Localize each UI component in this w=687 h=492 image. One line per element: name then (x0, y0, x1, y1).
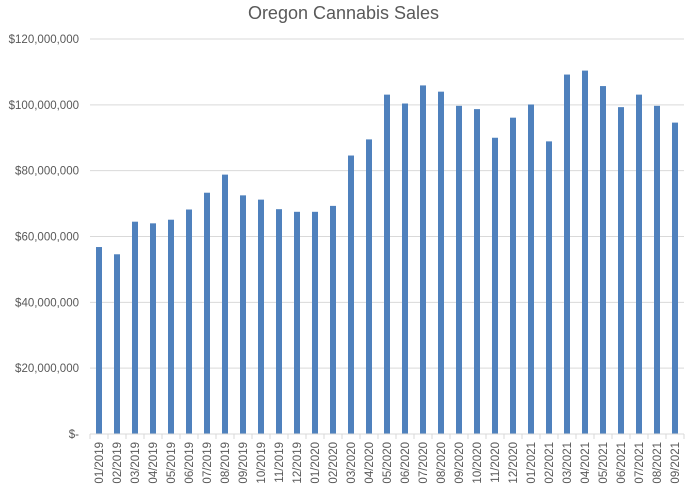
bar-01-2020 (312, 211, 318, 434)
x-tick-label: 12/2020 (508, 442, 520, 484)
x-tick-label: 08/2021 (652, 442, 664, 484)
bar-12-2020 (510, 117, 516, 434)
bar-11-2020 (492, 137, 498, 434)
bar-03-2021 (564, 74, 570, 435)
x-tick-label: 05/2019 (166, 442, 178, 484)
bar-03-2019 (132, 221, 138, 434)
x-tick-label: 02/2021 (544, 442, 556, 484)
x-tick-label: 03/2019 (130, 442, 142, 484)
bar-04-2021 (582, 70, 588, 434)
bar-11-2019 (276, 209, 282, 434)
bar-04-2020 (366, 139, 372, 435)
bar-01-2019 (96, 247, 102, 434)
bar-06-2019 (186, 209, 192, 434)
bar-08-2021 (654, 105, 660, 434)
x-tick-label: 07/2021 (634, 442, 646, 484)
x-tick-label: 04/2019 (148, 442, 160, 484)
y-tick-label: $100,000,000 (9, 100, 79, 112)
bar-05-2021 (600, 86, 606, 434)
x-tick-label: 04/2020 (364, 442, 376, 484)
x-tick-label: 02/2019 (112, 442, 124, 484)
x-tick-label: 05/2021 (598, 442, 610, 484)
y-tick-label: $60,000,000 (15, 232, 79, 244)
bar-03-2020 (348, 155, 354, 434)
bar-09-2020 (456, 105, 462, 434)
bar-09-2021 (672, 122, 678, 434)
bar-09-2019 (240, 195, 246, 434)
y-tick-label: $40,000,000 (15, 297, 79, 309)
bar-05-2020 (384, 94, 390, 435)
x-tick-label: 10/2020 (472, 442, 484, 484)
y-axis-tick-labels: $- $20,000,000 $40,000,000 $60,000,000 $80,0… (9, 34, 80, 441)
x-tick-label: 03/2020 (346, 442, 358, 484)
chart-title: Oregon Cannabis Sales (247, 3, 440, 23)
x-axis (89, 433, 685, 439)
x-tick-label: 09/2019 (238, 442, 250, 484)
x-tick-label: 01/2021 (526, 442, 538, 484)
x-tick-label: 07/2020 (418, 442, 430, 484)
y-tick-label: $80,000,000 (15, 166, 79, 178)
bar-01-2021 (528, 104, 534, 435)
x-tick-label: 06/2020 (400, 442, 412, 484)
bar-10-2019 (258, 199, 264, 434)
x-tick-label: 07/2019 (202, 442, 214, 484)
bar-07-2019 (204, 192, 210, 434)
bar-08-2020 (438, 91, 444, 435)
bar-07-2020 (420, 85, 426, 434)
x-tick-label: 04/2021 (580, 442, 592, 484)
bars (96, 70, 678, 435)
y-tick-label: $120,000,000 (9, 34, 79, 46)
bar-02-2021 (546, 141, 552, 434)
x-tick-label: 12/2019 (292, 442, 304, 484)
x-tick-label: 10/2019 (256, 442, 268, 484)
bar-10-2020 (474, 109, 480, 435)
x-tick-label: 02/2020 (328, 442, 340, 484)
bar-02-2019 (114, 254, 120, 434)
bar-06-2020 (402, 103, 408, 435)
x-tick-label: 11/2019 (274, 442, 286, 483)
bar-06-2021 (618, 107, 624, 434)
y-tick-label: $20,000,000 (15, 363, 79, 375)
bar-12-2019 (294, 211, 300, 434)
x-tick-label: 06/2019 (184, 442, 196, 484)
bar-04-2019 (150, 223, 156, 434)
bar-02-2020 (330, 205, 336, 434)
x-tick-label: 01/2019 (94, 442, 106, 484)
x-axis-tick-labels: 01/2019 02/2019 03/2019 04/2019 05/2019 06/20… (94, 442, 682, 484)
x-tick-label: 09/2021 (670, 442, 682, 484)
x-tick-label: 09/2020 (454, 442, 466, 484)
y-tick-label: $- (69, 429, 79, 441)
x-tick-label: 06/2021 (616, 442, 628, 484)
x-tick-label: 08/2019 (220, 442, 232, 484)
x-tick-label: 11/2020 (490, 442, 502, 483)
x-tick-label: 03/2021 (562, 442, 574, 484)
bar-07-2021 (636, 94, 642, 435)
x-tick-label: 08/2020 (436, 442, 448, 484)
x-tick-label: 01/2020 (310, 442, 322, 484)
x-tick-label: 05/2020 (382, 442, 394, 484)
bar-08-2019 (222, 174, 228, 434)
bar-05-2019 (168, 219, 174, 434)
